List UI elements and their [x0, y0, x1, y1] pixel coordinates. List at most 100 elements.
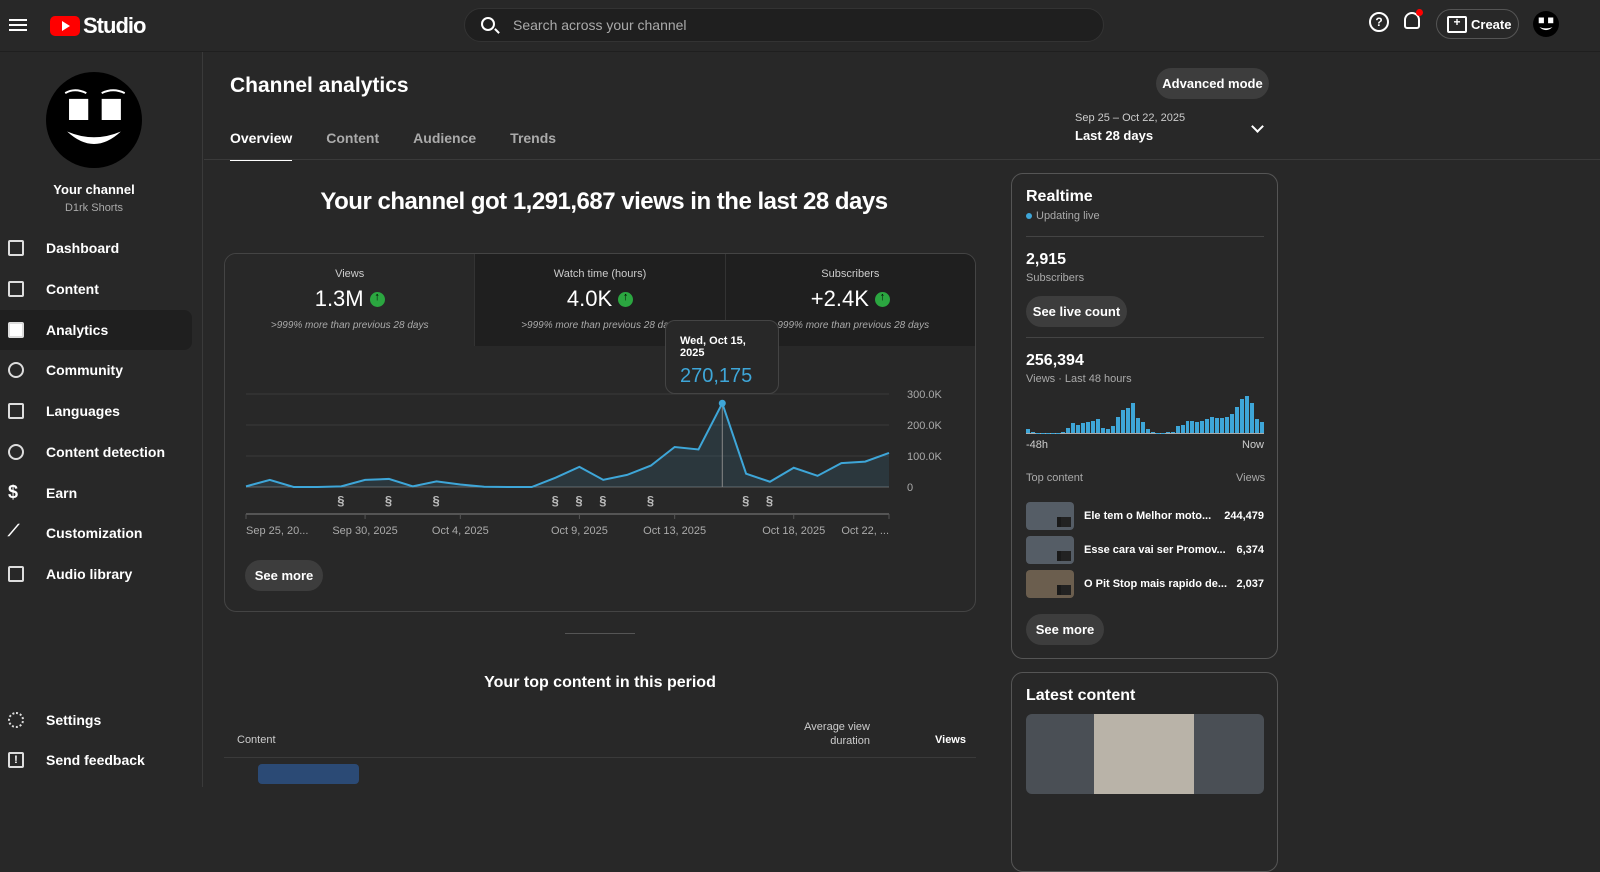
video-thumbnail — [1026, 570, 1074, 598]
video-thumbnail — [1026, 536, 1074, 564]
area-fill — [246, 403, 889, 487]
realtime-bar — [1235, 407, 1239, 433]
dashboard-icon — [8, 240, 24, 256]
realtime-bar — [1215, 418, 1219, 433]
tab-trends[interactable]: Trends — [510, 130, 556, 161]
realtime-bar — [1240, 399, 1244, 433]
realtime-bar-chart[interactable] — [1026, 396, 1264, 434]
realtime-bar — [1096, 419, 1100, 433]
shorts-icon: § — [552, 493, 559, 508]
sidebar-item-content[interactable]: Content — [0, 269, 192, 309]
copyright-icon — [8, 444, 24, 460]
shorts-icon — [1063, 586, 1070, 593]
top-content-item[interactable]: O Pit Stop mais rapido de...2,037 — [1026, 570, 1264, 598]
sidebar-item-languages[interactable]: Languages — [0, 391, 192, 431]
x-tick-label: Oct 4, 2025 — [432, 525, 489, 537]
realtime-bar — [1220, 418, 1224, 433]
sidebar-item-customization[interactable]: ⟋Customization — [0, 513, 192, 553]
create-button[interactable]: Create — [1436, 9, 1519, 39]
chevron-down-icon[interactable] — [1251, 120, 1264, 133]
realtime-bar — [1166, 432, 1170, 433]
magic-wand-icon: ⟋ — [8, 525, 24, 541]
sidebar-item-earn[interactable]: $Earn — [0, 473, 192, 513]
tab-audience[interactable]: Audience — [413, 130, 476, 161]
realtime-bar — [1116, 417, 1120, 433]
realtime-bar — [1126, 408, 1130, 433]
community-icon — [8, 362, 24, 378]
sidebar-item-content-detection[interactable]: Content detection — [0, 432, 192, 472]
tab-overview[interactable]: Overview — [230, 130, 292, 161]
column-views[interactable]: Views — [935, 734, 966, 746]
shorts-icon: § — [647, 493, 654, 508]
sidebar: Your channel D1rk Shorts Dashboard Conte… — [0, 52, 203, 787]
account-avatar[interactable] — [1533, 11, 1559, 37]
column-avg-view-duration[interactable]: Average view duration — [800, 720, 870, 748]
shorts-icon — [1063, 552, 1070, 559]
realtime-bar — [1190, 421, 1194, 433]
realtime-bar — [1200, 421, 1204, 433]
search-input[interactable]: Search across your channel — [464, 8, 1104, 42]
realtime-bar — [1210, 417, 1214, 433]
help-icon[interactable]: ? — [1369, 12, 1389, 32]
x-tick-label: Oct 22, ... — [841, 525, 889, 537]
shorts-icon: § — [766, 493, 773, 508]
top-content-item[interactable]: Esse cara vai ser Promov...6,374 — [1026, 536, 1264, 564]
column-content: Content — [237, 734, 276, 746]
page-title: Channel analytics — [230, 74, 409, 98]
realtime-bar — [1076, 425, 1080, 433]
top-content-item[interactable]: Ele tem o Melhor moto...244,479 — [1026, 502, 1264, 530]
tab-content[interactable]: Content — [326, 130, 379, 161]
video-thumbnail — [1026, 502, 1074, 530]
sidebar-item-send-feedback[interactable]: !Send feedback — [0, 740, 192, 780]
subscriber-count: 2,915 — [1026, 251, 1066, 269]
realtime-bar — [1026, 429, 1030, 433]
channel-avatar[interactable] — [46, 72, 142, 168]
sidebar-item-analytics[interactable]: Analytics — [0, 310, 192, 350]
x-tick-label: Oct 18, 2025 — [762, 525, 825, 537]
top-content-title: Your top content in this period — [224, 674, 976, 692]
advanced-mode-button[interactable]: Advanced mode — [1156, 68, 1269, 99]
data-point — [719, 400, 726, 407]
realtime-bar — [1081, 423, 1085, 433]
realtime-card: Realtime Updating live 2,915 Subscribers… — [1011, 173, 1278, 659]
youtube-icon — [50, 16, 80, 36]
audio-library-icon — [8, 566, 24, 582]
realtime-bar — [1225, 417, 1229, 433]
sidebar-item-community[interactable]: Community — [0, 350, 192, 390]
latest-video-thumbnail[interactable] — [1026, 714, 1264, 794]
content-icon — [8, 281, 24, 297]
y-tick-label: 300.0K — [907, 389, 943, 401]
sidebar-item-audio-library[interactable]: Audio library — [0, 554, 192, 594]
sidebar-item-dashboard[interactable]: Dashboard — [0, 228, 192, 268]
see-more-button[interactable]: See more — [1026, 614, 1104, 645]
realtime-views: 256,394 — [1026, 352, 1084, 370]
realtime-bar — [1061, 432, 1065, 433]
sidebar-item-settings[interactable]: Settings — [0, 700, 192, 740]
x-tick-label: Sep 25, 20... — [246, 525, 308, 537]
tabs: Overview Content Audience Trends — [230, 130, 556, 161]
gear-icon — [8, 712, 24, 728]
realtime-bar — [1181, 425, 1185, 433]
live-status: Updating live — [1026, 210, 1100, 222]
see-live-count-button[interactable]: See live count — [1026, 296, 1127, 327]
realtime-bar — [1171, 432, 1175, 433]
notifications-icon[interactable] — [1404, 12, 1420, 29]
x-tick-label: Sep 30, 2025 — [332, 525, 397, 537]
realtime-bar — [1255, 419, 1259, 433]
realtime-bar — [1260, 422, 1264, 433]
shorts-icon: § — [433, 493, 440, 508]
shorts-icon: § — [742, 493, 749, 508]
content-thumbnail[interactable] — [258, 764, 359, 784]
shorts-icon: § — [385, 493, 392, 508]
dollar-icon: $ — [8, 485, 24, 501]
divider — [224, 757, 976, 758]
realtime-bar — [1186, 421, 1190, 433]
see-more-button[interactable]: See more — [245, 560, 323, 591]
arrow-up-icon — [618, 292, 633, 307]
menu-icon[interactable] — [9, 16, 27, 34]
x-tick-label: Oct 13, 2025 — [643, 525, 706, 537]
studio-logo[interactable]: Studio — [50, 13, 145, 39]
